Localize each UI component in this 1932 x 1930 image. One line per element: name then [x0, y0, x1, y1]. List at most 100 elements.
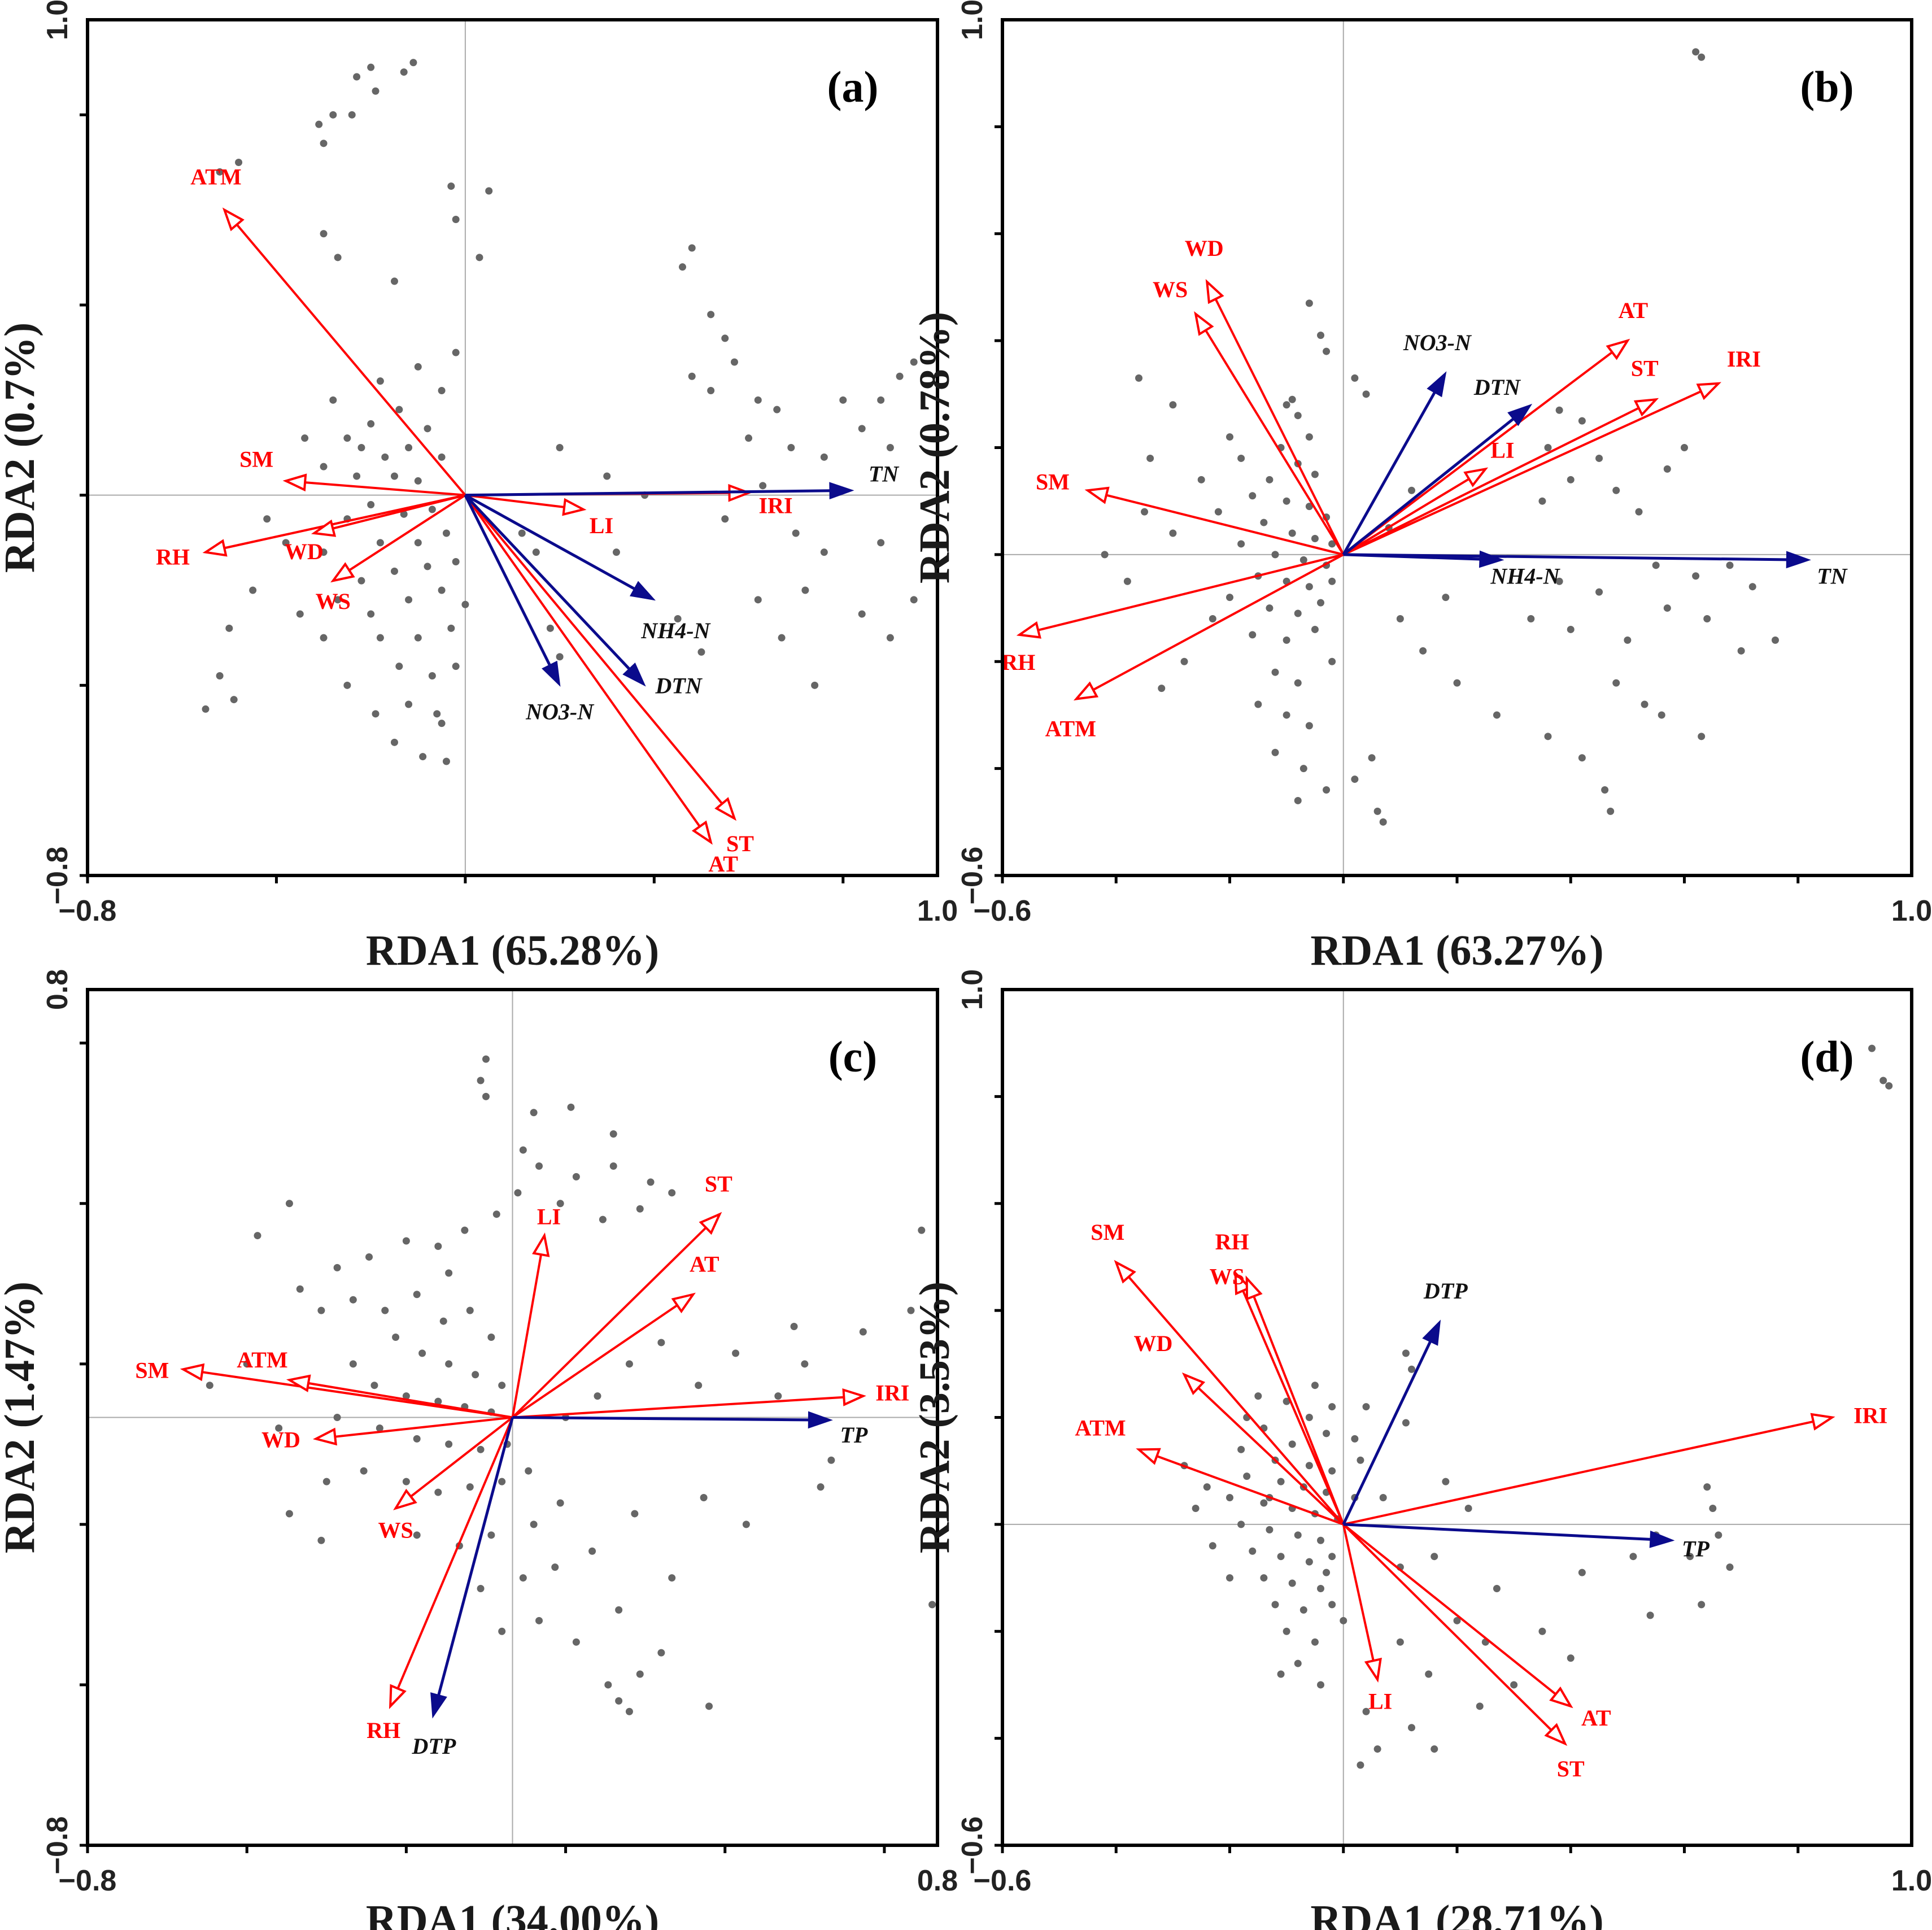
plot-frame	[1001, 18, 1913, 877]
env-vector-sm-arrowhead	[180, 1363, 205, 1382]
site-point-24	[1311, 534, 1319, 542]
env-vector-li-label: LI	[1490, 437, 1514, 463]
env-vector-sm-line	[1106, 494, 1344, 556]
site-point-10	[519, 1146, 527, 1154]
site-point-50	[360, 1467, 368, 1475]
x-axis-title: RDA1 (65.28%)	[366, 927, 659, 974]
site-point-77	[428, 506, 436, 513]
site-point-99	[438, 720, 446, 727]
y-tick-label-1: 1.0	[41, 0, 74, 40]
site-point-21	[365, 1253, 373, 1261]
env-vector-at-line	[1342, 1523, 1556, 1696]
site-point-79	[320, 548, 328, 556]
y-tick-label-2: −0.6	[956, 847, 989, 905]
env-vector-ws-line	[410, 1416, 513, 1498]
site-point-20	[1305, 503, 1313, 511]
site-point-86	[918, 1226, 926, 1234]
response-vector-tn-label: TN	[1817, 563, 1848, 589]
site-point-83	[859, 1328, 867, 1336]
site-point-98	[206, 1382, 213, 1389]
site-point-13	[1288, 1440, 1296, 1448]
site-point-72	[1709, 1504, 1717, 1512]
site-point-76	[400, 510, 408, 518]
env-vector-sm-label: SM	[1036, 469, 1070, 494]
site-point-90	[700, 1494, 708, 1502]
env-vector-st-label: ST	[705, 1171, 732, 1197]
env-vector-ws-label: WS	[316, 589, 351, 614]
site-point-33	[1328, 577, 1336, 585]
env-vector-st-label: ST	[1631, 355, 1659, 381]
site-point-58	[1141, 508, 1149, 516]
site-point-29	[896, 372, 904, 380]
site-point-46	[1362, 1707, 1370, 1715]
env-vector-st-arrowhead	[1633, 398, 1659, 417]
env-vector-atm-arrowhead	[222, 207, 245, 232]
site-point-89	[1772, 636, 1779, 644]
response-vector-tp-line	[1343, 1523, 1651, 1541]
site-point-85	[1624, 636, 1632, 644]
site-point-85	[1294, 1659, 1302, 1667]
site-point-78	[1646, 1611, 1654, 1619]
site-point-60	[1379, 1494, 1387, 1502]
site-point-87	[928, 1601, 936, 1609]
response-vector-dtp-label: DTP	[412, 1733, 456, 1759]
site-point-14	[599, 1215, 607, 1223]
site-point-59	[530, 1521, 538, 1528]
site-point-26	[317, 1306, 325, 1314]
site-point-78	[657, 1339, 665, 1347]
env-vector-st-arrowhead	[714, 797, 737, 821]
site-point-50	[1425, 1670, 1433, 1678]
site-point-65	[1351, 374, 1359, 382]
site-point-106	[249, 586, 257, 594]
env-vector-wd-arrowhead	[1205, 278, 1224, 304]
env-vector-st-arrowhead	[1544, 1723, 1568, 1746]
env-vector-at-arrowhead	[691, 820, 713, 845]
response-vector-nh4-n-label: NH4-N	[640, 618, 711, 643]
site-point-83	[357, 577, 365, 585]
env-vector-wd-label: WD	[1134, 1331, 1173, 1356]
site-point-64	[1146, 454, 1154, 462]
panel-d: SM RH WS WD ATM IRI LI AT ST DTP TP −0.6 1.0 1.0 −0.6 R…	[911, 969, 1932, 1930]
site-point-9	[320, 140, 328, 147]
x-axis-title: RDA1 (28.71%)	[1310, 1897, 1603, 1930]
site-point-2	[477, 1077, 485, 1084]
site-point-73	[705, 1702, 713, 1710]
env-vector-ws-label: WS	[1210, 1264, 1245, 1289]
site-point-57	[1431, 1553, 1438, 1561]
site-point-77	[1652, 561, 1660, 569]
site-point-64	[588, 1547, 596, 1555]
site-point-37	[759, 482, 767, 490]
response-vector-tp-line	[512, 1416, 809, 1422]
response-vector-tp-arrowhead	[1649, 1530, 1675, 1548]
env-vector-at-label: AT	[708, 851, 738, 877]
site-point-32	[1305, 583, 1313, 591]
site-point-7	[315, 120, 323, 128]
site-point-96	[428, 672, 436, 679]
site-point-36	[745, 434, 753, 442]
site-point-80	[1748, 583, 1756, 591]
env-vector-at-line	[512, 1304, 678, 1419]
site-point-97	[243, 1360, 251, 1368]
response-vector-nh4-n-label: NH4-N	[1490, 563, 1560, 589]
site-point-94	[285, 1510, 293, 1518]
site-point-38	[1317, 1585, 1324, 1592]
env-vector-sm-line	[304, 481, 466, 496]
site-point-76	[1681, 444, 1688, 451]
env-vector-wd-arrowhead	[1181, 1372, 1206, 1396]
site-point-86	[1408, 1724, 1415, 1732]
plot-frame	[86, 18, 939, 877]
site-point-46	[1305, 722, 1313, 730]
site-point-36	[1260, 1574, 1268, 1582]
response-vector-nh4-n-line	[464, 494, 635, 590]
site-point-103	[343, 681, 351, 689]
site-point-88	[367, 610, 375, 618]
site-point-51	[1396, 1638, 1404, 1646]
env-vector-iri-arrowhead	[1810, 1413, 1835, 1431]
site-point-8	[647, 1178, 655, 1186]
site-point-12	[447, 182, 455, 190]
site-point-94	[1578, 754, 1586, 762]
site-point-16	[1311, 470, 1319, 478]
env-vector-atm-label: ATM	[1045, 716, 1096, 742]
env-vector-wd-label: WD	[1185, 236, 1224, 261]
